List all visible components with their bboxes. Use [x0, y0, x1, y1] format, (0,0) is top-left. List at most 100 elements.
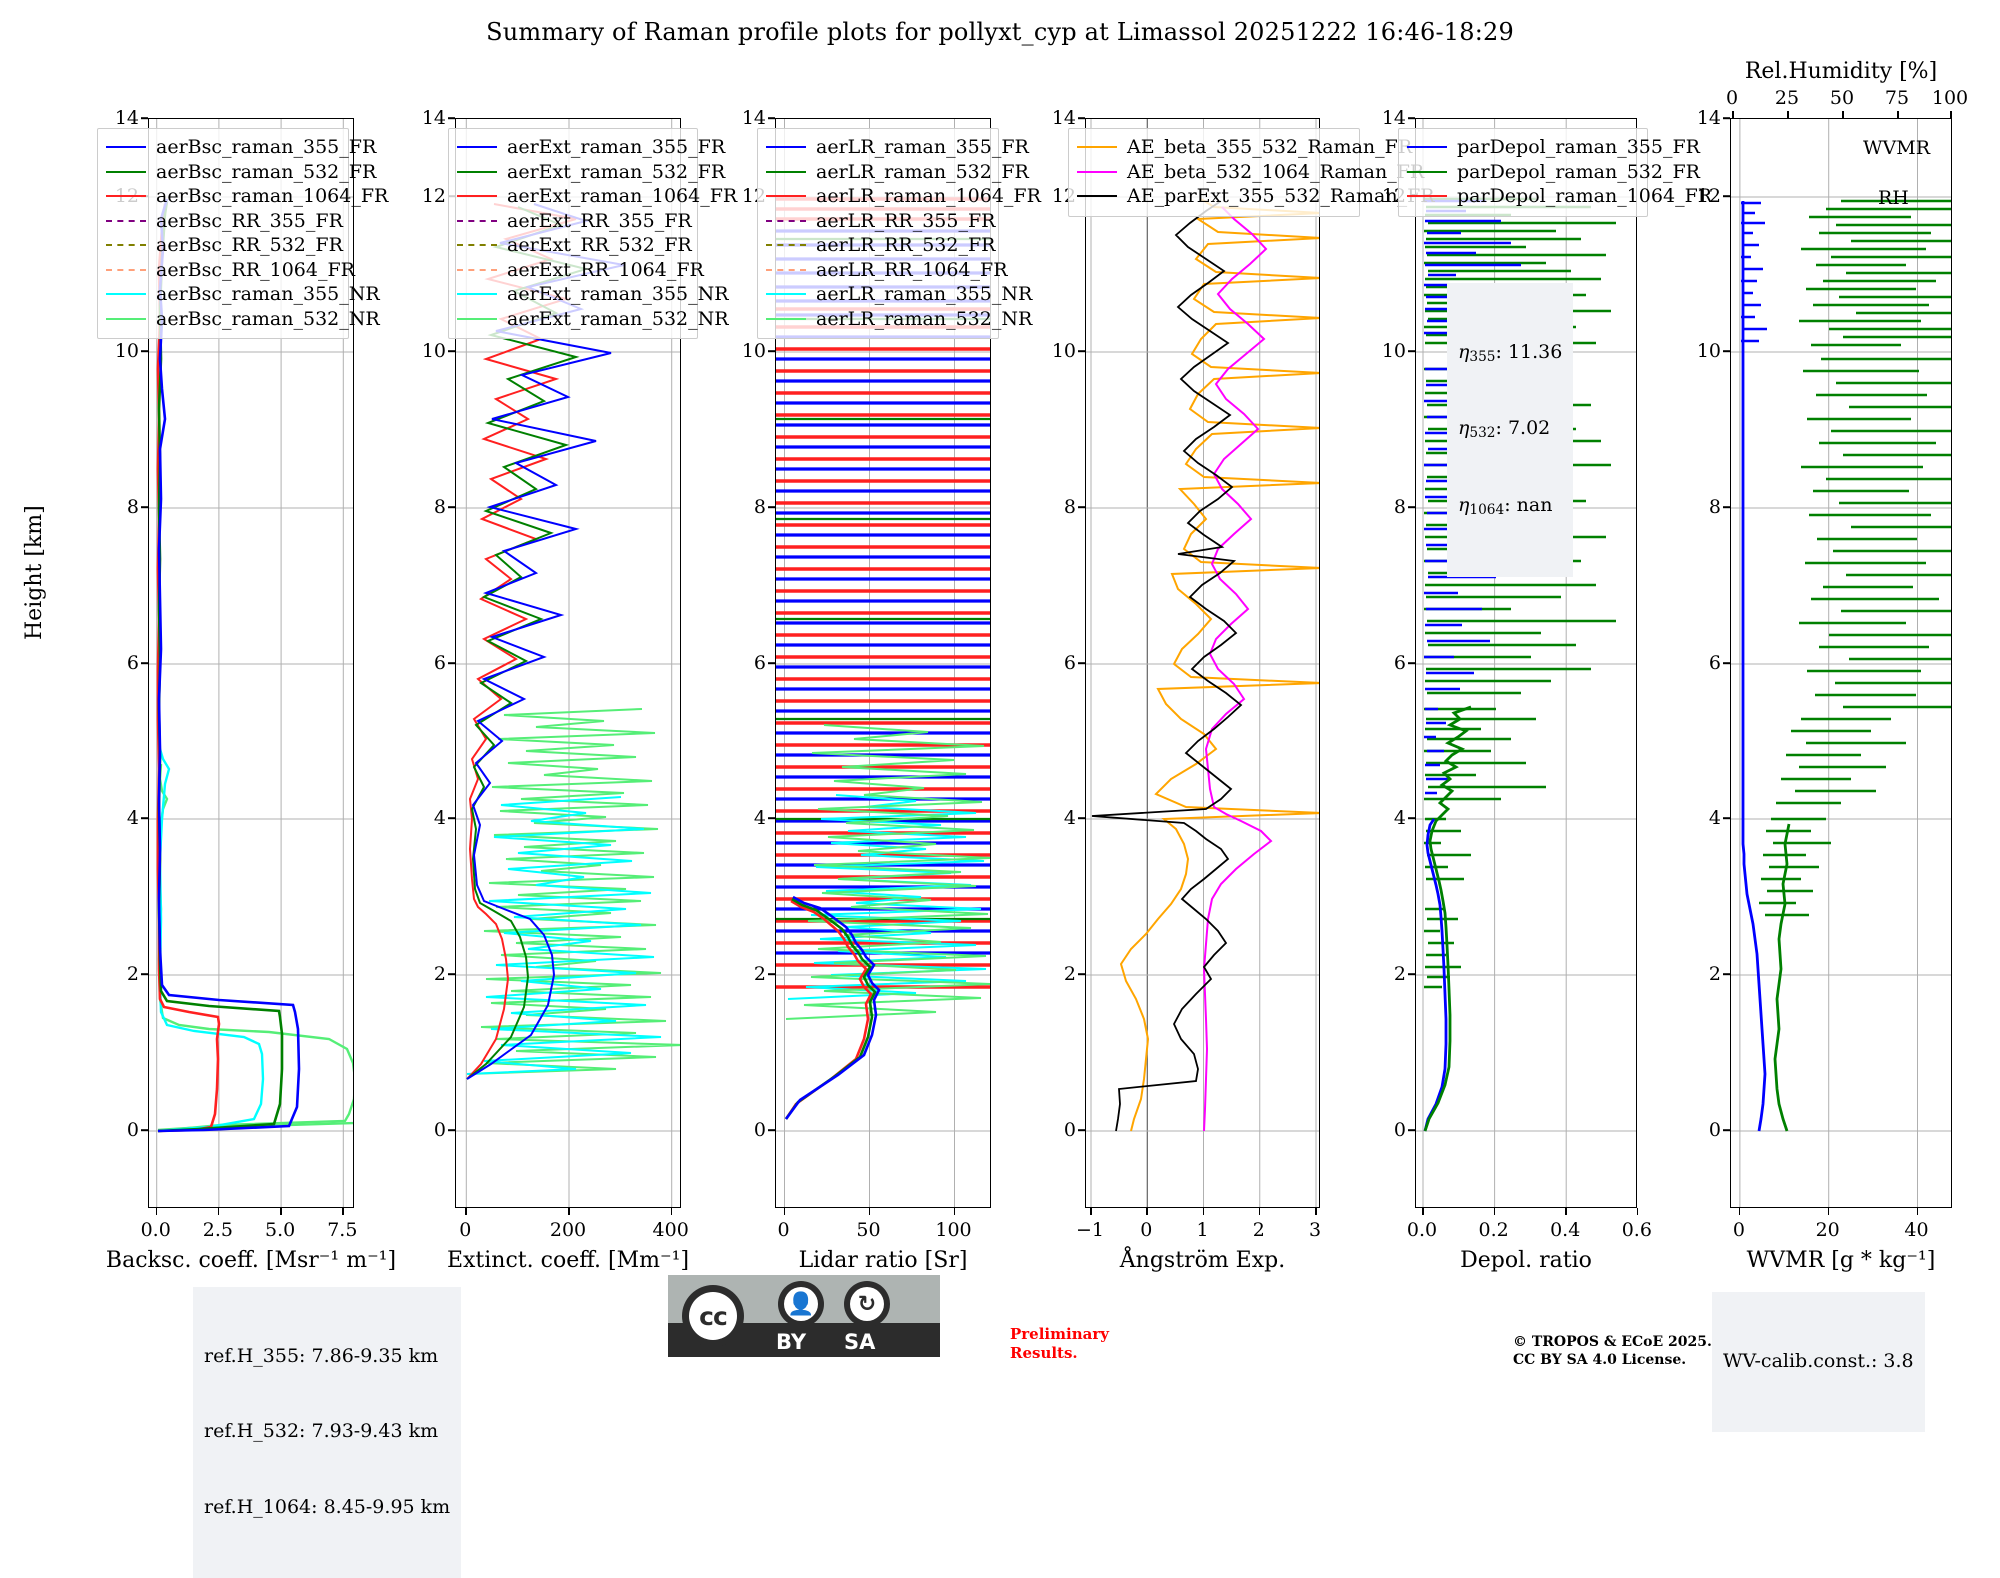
legend-item[interactable]: aerExt_raman_532_FR — [457, 160, 725, 185]
legend-label: parDepol_raman_355_FR — [1457, 136, 1700, 159]
y-tick-mark — [1723, 350, 1730, 352]
legend-item[interactable]: aerBsc_raman_355_FR — [106, 135, 376, 160]
legend-item[interactable]: aerBsc_raman_355_NR — [106, 282, 380, 307]
legend-label: parDepol_raman_532_FR — [1457, 160, 1700, 183]
cc-by-label: BY — [776, 1330, 807, 1354]
legend-extinction[interactable]: aerExt_raman_355_FR aerExt_raman_532_FR … — [448, 128, 737, 339]
legend-label: aerBsc_RR_355_FR — [156, 209, 343, 232]
legend-item[interactable]: aerExt_raman_355_NR — [457, 282, 729, 307]
legend-item[interactable]: aerLR_raman_1064_FR — [766, 184, 1041, 209]
eta-1064-row: η1064: nan — [1458, 493, 1553, 518]
x-tick-label: 40 — [1904, 1219, 1929, 1241]
preliminary-line-2: Results. — [1010, 1343, 1078, 1362]
legend-swatch-line — [106, 293, 146, 296]
x-axis-label-backscatter: Backsc. coeff. [Msr⁻¹ m⁻¹] — [105, 1248, 397, 1273]
copyright-note: © TROPOS & ECoE 2025. CC BY SA 4.0 Licen… — [1513, 1333, 1712, 1369]
x-tick-label: 200 — [549, 1219, 587, 1241]
legend-item[interactable]: aerBsc_RR_355_FR — [106, 209, 343, 234]
y-tick-label: 2 — [433, 963, 446, 985]
legend-item[interactable]: aerExt_RR_355_FR — [457, 209, 692, 234]
y-tick-mark — [768, 973, 775, 975]
y-tick-mark — [1723, 506, 1730, 508]
eta-1064-value: nan — [1516, 493, 1553, 516]
x-tick-label: 0 — [1140, 1219, 1153, 1241]
copyright-line-1: © TROPOS & ECoE 2025. — [1513, 1334, 1712, 1350]
x-tick-mark — [1258, 1208, 1261, 1215]
legend-swatch-line — [457, 244, 497, 247]
legend-item[interactable]: aerExt_raman_355_FR — [457, 135, 725, 160]
legend-item[interactable]: AE_parExt_355_532_Raman_FR — [1077, 184, 1435, 209]
person-icon: 👤 — [784, 1287, 818, 1321]
legend-item[interactable]: aerLR_raman_355_FR — [766, 135, 1029, 160]
x-tick-mark — [1827, 1208, 1830, 1215]
y-tick-label: 14 — [114, 107, 139, 129]
legend-item[interactable]: aerLR_raman_532_FR — [766, 160, 1029, 185]
legend-item[interactable]: aerBsc_RR_1064_FR — [106, 258, 355, 283]
legend-item[interactable]: aerBsc_raman_532_FR — [106, 160, 376, 185]
legend-depolarization[interactable]: parDepol_raman_355_FR parDepol_raman_532… — [1398, 128, 1712, 217]
x-tick-mark — [280, 1208, 282, 1215]
legend-item[interactable]: aerExt_RR_532_FR — [457, 233, 692, 258]
y-tick-mark — [141, 506, 148, 508]
x-tick-label: 2 — [1252, 1219, 1265, 1241]
legend-item[interactable]: parDepol_raman_532_FR — [1407, 160, 1700, 185]
panel-depolarization: 0 2 4 6 8 10 12 14 0.0 0.2 0.4 0.6 Depol… — [1382, 107, 1652, 1273]
y-tick-mark — [141, 350, 148, 352]
y-tick-label: 2 — [126, 963, 139, 985]
y-tick-mark — [1078, 817, 1085, 819]
legend-label: aerLR_raman_355_NR — [816, 283, 1033, 306]
y-tick-mark — [1408, 506, 1415, 508]
x-axis-label-angstrom: Ångström Exp. — [1119, 1248, 1286, 1273]
legend-item[interactable]: aerLR_RR_355_FR — [766, 209, 995, 234]
y-tick-mark — [768, 1129, 775, 1131]
x-tick-mark-top — [1787, 111, 1789, 118]
legend-item[interactable]: AE_beta_355_532_Raman_FR — [1077, 135, 1412, 160]
legend-label: aerExt_RR_1064_FR — [507, 258, 704, 281]
legend-item[interactable]: aerBsc_raman_532_NR — [106, 307, 380, 332]
legend-swatch-line — [106, 317, 146, 320]
x-tick-mark — [1315, 1208, 1317, 1215]
y-tick-label: 6 — [753, 652, 766, 674]
y-tick-mark — [448, 1129, 455, 1131]
x-tick-mark — [1090, 1208, 1092, 1215]
y-tick-label: 12 — [421, 185, 446, 207]
x-tick-label-top: 0 — [1725, 87, 1739, 109]
x-tick-mark — [953, 1208, 956, 1215]
legend-item[interactable]: AE_beta_532_1064_Raman_FR — [1077, 160, 1424, 185]
legend-angstrom[interactable]: AE_beta_355_532_Raman_FR AE_beta_532_106… — [1068, 128, 1435, 217]
legend-item[interactable]: aerExt_raman_1064_FR — [457, 184, 737, 209]
y-tick-label: 0 — [753, 1119, 766, 1141]
legend-backscatter[interactable]: aerBsc_raman_355_FR aerBsc_raman_532_FR … — [97, 128, 388, 339]
x-tick-mark — [342, 1208, 344, 1215]
ref-height-532: ref.H_532: 7.93-9.43 km — [204, 1420, 439, 1443]
legend-item[interactable]: aerLR_raman_532_NR — [766, 307, 1032, 332]
y-tick-label: 8 — [126, 496, 139, 518]
legend-item[interactable]: aerBsc_RR_532_FR — [106, 233, 343, 258]
legend-item[interactable]: parDepol_raman_1064_FR — [1407, 184, 1712, 209]
legend-item[interactable]: aerLR_raman_355_NR — [766, 282, 1032, 307]
x-tick-mark — [155, 1208, 158, 1215]
legend-label: aerLR_RR_532_FR — [816, 234, 996, 257]
y-tick-mark — [1078, 506, 1085, 508]
legend-item[interactable]: aerBsc_raman_1064_FR — [106, 184, 388, 209]
x-tick-label-top: 75 — [1884, 87, 1910, 109]
legend-lidar-ratio[interactable]: aerLR_raman_355_FR aerLR_raman_532_FR ae… — [757, 128, 1041, 339]
legend-item[interactable]: aerExt_RR_1064_FR — [457, 258, 704, 283]
cc-sa-label: SA — [844, 1330, 876, 1354]
legend-swatch-line — [766, 293, 806, 296]
legend-swatch-line — [766, 170, 806, 173]
x-tick-label: 0.0 — [140, 1219, 171, 1241]
legend-item[interactable]: aerExt_raman_532_NR — [457, 307, 729, 332]
ref-height-355: ref.H_355: 7.86-9.35 km — [204, 1345, 439, 1368]
y-axis-label: Height [km] — [22, 505, 47, 640]
y-tick-mark — [1408, 1129, 1415, 1131]
x-axis-label-extinction: Extinct. coeff. [Mm⁻¹] — [446, 1248, 690, 1273]
legend-item[interactable]: aerLR_RR_1064_FR — [766, 258, 1008, 283]
legend-swatch-line — [1407, 195, 1447, 198]
x-axis-label-lidar-ratio: Lidar ratio [Sr] — [798, 1248, 968, 1273]
y-tick-label: 6 — [1708, 652, 1721, 674]
x-tick-label: 5.0 — [264, 1219, 296, 1241]
legend-item[interactable]: parDepol_raman_355_FR — [1407, 135, 1700, 160]
y-tick-label: 6 — [126, 652, 139, 674]
legend-item[interactable]: aerLR_RR_532_FR — [766, 233, 995, 258]
